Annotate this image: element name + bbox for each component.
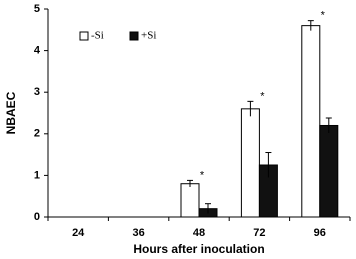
legend-label: -Si — [91, 30, 104, 42]
y-tick-label: 1 — [34, 169, 40, 181]
y-tick-label: 2 — [34, 128, 40, 140]
significance-mark: * — [321, 10, 326, 22]
y-tick-label: 5 — [34, 3, 40, 15]
y-tick-label: 4 — [34, 45, 41, 57]
x-tick-label: 36 — [132, 227, 144, 239]
significance-mark: * — [260, 90, 265, 102]
x-tick-label: 72 — [253, 227, 265, 239]
bar — [240, 108, 260, 218]
significance-mark: * — [200, 169, 205, 181]
y-tick-label: 3 — [34, 86, 40, 98]
x-tick-label: 48 — [193, 227, 205, 239]
legend-swatch — [129, 31, 139, 41]
x-axis-label: Hours after inoculation — [133, 242, 264, 256]
y-tick-label: 0 — [34, 211, 40, 223]
bar — [180, 183, 200, 218]
legend-label: +Si — [141, 30, 156, 42]
legend-swatch — [79, 31, 89, 41]
bar — [319, 124, 339, 218]
x-tick-label: 96 — [314, 227, 326, 239]
x-tick-label: 24 — [72, 227, 85, 239]
bar — [301, 25, 321, 218]
y-axis-label: NBAEC — [4, 91, 18, 134]
